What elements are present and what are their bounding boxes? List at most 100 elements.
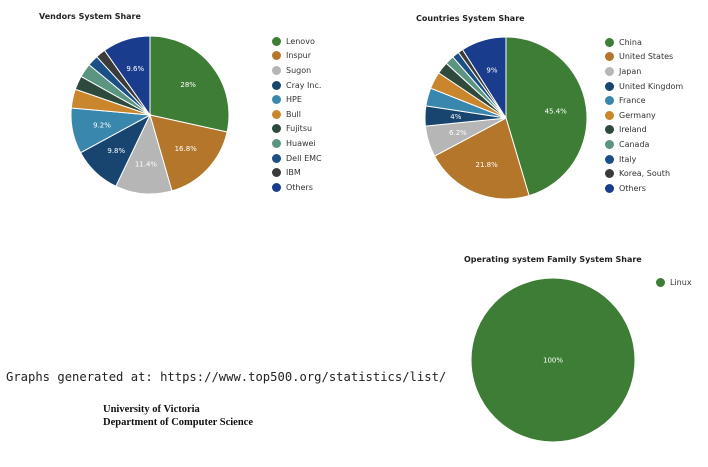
slice-value-label-linux: 100%: [543, 357, 563, 365]
countries-chart-title: Countries System Share: [416, 14, 525, 23]
legend-label: Sugon: [286, 65, 312, 75]
vendors-legend: Lenovo Inspur Sugon Cray Inc. HPE Bull Fujitsu…: [272, 34, 322, 195]
legend-label: France: [619, 96, 646, 106]
source-note: Graphs generated at: https://www.top500.…: [6, 370, 447, 384]
legend-item-germany[interactable]: Germany: [605, 108, 683, 123]
legend-label: Fujitsu: [286, 124, 313, 134]
university-name: University of Victoria: [103, 404, 200, 415]
legend-label: Cray Inc.: [286, 80, 322, 90]
legend-item-lenovo[interactable]: Lenovo: [272, 34, 322, 49]
legend-item-united-states[interactable]: United States: [605, 50, 683, 65]
legend-swatch: [605, 81, 614, 91]
slice-value-label-china: 45.4%: [545, 107, 568, 115]
legend-item-linux[interactable]: Linux: [656, 275, 692, 290]
countries-pie-chart: 45.4% 21.8% 6.2% 4% 9%: [424, 36, 588, 200]
legend-item-bull[interactable]: Bull: [272, 107, 322, 122]
legend-item-united-kingdom[interactable]: United Kingdom: [605, 79, 683, 94]
legend-swatch: [656, 277, 665, 287]
legend-label: Ireland: [619, 125, 647, 135]
legend-swatch: [272, 124, 281, 134]
legend-swatch: [605, 139, 614, 149]
legend-swatch: [272, 51, 281, 61]
legend-swatch: [605, 183, 614, 193]
legend-item-korea-south[interactable]: Korea, South: [605, 166, 683, 181]
slice-value-label-inspur: 16.8%: [175, 145, 198, 153]
slice-value-label-others: 9%: [486, 66, 497, 74]
legend-swatch: [605, 169, 614, 179]
legend-label: Linux: [670, 277, 692, 287]
slice-value-label-sugon: 11.4%: [135, 160, 158, 168]
legend-swatch: [605, 96, 614, 106]
legend-label: Korea, South: [619, 169, 671, 179]
legend-item-huawei[interactable]: Huawei: [272, 136, 322, 151]
slice-value-label-hpe: 9.2%: [93, 121, 111, 129]
legend-label: Others: [619, 183, 646, 193]
vendors-pie-chart: 28% 16.8% 11.4% 9.8% 9.2% 9.6%: [70, 35, 230, 195]
slice-value-label-others: 9.6%: [126, 65, 144, 73]
legend-label: Inspur: [286, 51, 312, 61]
pie-slice-others: [103, 35, 151, 117]
legend-label: United Kingdom: [619, 81, 684, 91]
legend-item-japan[interactable]: Japan: [605, 64, 683, 79]
legend-label: HPE: [286, 95, 302, 105]
legend-item-dell-emc[interactable]: Dell EMC: [272, 151, 322, 166]
legend-label: Huawei: [286, 138, 316, 148]
legend-item-others[interactable]: Others: [605, 181, 683, 196]
legend-swatch: [272, 80, 281, 90]
os-legend: Linux: [656, 275, 692, 290]
legend-item-ireland[interactable]: Ireland: [605, 123, 683, 138]
slice-value-label-united-kingdom: 4%: [450, 113, 461, 121]
legend-label: Others: [286, 182, 313, 192]
legend-swatch: [272, 109, 281, 119]
countries-legend: China United States Japan United Kingdom Fra…: [605, 35, 683, 196]
os-chart-title: Operating system Family System Share: [464, 255, 642, 264]
legend-swatch: [605, 52, 614, 62]
legend-item-hpe[interactable]: HPE: [272, 92, 322, 107]
os-pie-chart: 100%: [470, 277, 636, 443]
vendors-chart-title: Vendors System Share: [39, 12, 141, 21]
slice-value-label-cray-inc: 9.8%: [107, 147, 125, 155]
legend-item-italy[interactable]: Italy: [605, 152, 683, 167]
slice-value-label-lenovo: 28%: [180, 81, 196, 89]
legend-label: Bull: [286, 109, 302, 119]
legend-swatch: [272, 36, 281, 46]
legend-swatch: [272, 138, 281, 148]
legend-item-fujitsu[interactable]: Fujitsu: [272, 122, 322, 137]
legend-swatch: [272, 168, 281, 178]
pie-slice-inspur: [149, 114, 228, 192]
legend-label: Japan: [619, 66, 642, 76]
department-name: Department of Computer Science: [103, 417, 253, 428]
pie-slice-lenovo: [149, 35, 230, 133]
legend-swatch: [605, 125, 614, 135]
legend-item-sugon[interactable]: Sugon: [272, 63, 322, 78]
legend-item-ibm[interactable]: IBM: [272, 165, 322, 180]
pie-slice-linux: [470, 277, 636, 443]
legend-item-france[interactable]: France: [605, 93, 683, 108]
legend-swatch: [272, 182, 281, 192]
legend-item-others[interactable]: Others: [272, 180, 322, 195]
legend-item-china[interactable]: China: [605, 35, 683, 50]
legend-swatch: [605, 66, 614, 76]
legend-label: United States: [619, 52, 674, 62]
slice-value-label-japan: 6.2%: [449, 129, 467, 137]
legend-label: Canada: [619, 139, 650, 149]
legend-swatch: [272, 95, 281, 105]
legend-swatch: [272, 65, 281, 75]
legend-label: IBM: [286, 168, 301, 178]
slice-value-label-united-states: 21.8%: [476, 161, 499, 169]
legend-label: Dell EMC: [286, 153, 322, 163]
legend-label: Italy: [619, 154, 637, 164]
legend-label: China: [619, 37, 642, 47]
legend-item-cray-inc[interactable]: Cray Inc.: [272, 78, 322, 93]
legend-swatch: [605, 37, 614, 47]
pie-slice-china: [505, 36, 588, 197]
legend-swatch: [272, 153, 281, 163]
legend-item-inspur[interactable]: Inspur: [272, 49, 322, 64]
legend-label: Germany: [619, 110, 656, 120]
legend-swatch: [605, 154, 614, 164]
pie-slice-united-states: [433, 117, 530, 200]
legend-item-canada[interactable]: Canada: [605, 137, 683, 152]
legend-swatch: [605, 110, 614, 120]
legend-label: Lenovo: [286, 36, 315, 46]
pie-slice-others: [461, 36, 507, 120]
